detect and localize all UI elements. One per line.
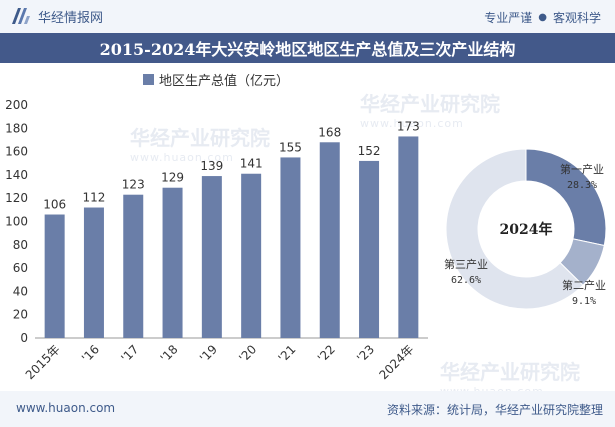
bar-value-label: 152 [358, 144, 381, 158]
bar [201, 176, 222, 338]
y-tick-label: 60 [13, 261, 28, 275]
y-tick-label: 120 [5, 191, 28, 205]
bar-value-label: 112 [82, 191, 105, 205]
bar-value-label: 173 [397, 119, 420, 133]
slogan-left: 专业严谨 [484, 11, 533, 25]
y-tick-label: 160 [5, 145, 28, 159]
donut-chart: 2024年 第一产业 28.3% 第二产业 9.1% 第三产业 62.6% [444, 148, 607, 310]
chart-area: 0 20 40 60 80 100 120 140 160 180 200 106 2015年 112 '1… [5, 98, 607, 382]
bar [123, 194, 144, 338]
bar-value-label: 123 [122, 178, 145, 192]
site-name: 华经情报网 [38, 10, 104, 26]
bar-value-label: 141 [240, 157, 263, 171]
footer-bar: www.huaon.com 资料来源：统计局，华经产业研究院整理 [0, 391, 615, 427]
x-tick-label: '18 [158, 342, 181, 365]
y-tick-label: 140 [5, 168, 28, 182]
donut-slice-value: 62.6% [451, 275, 481, 286]
donut-center-label: 2024年 [500, 221, 553, 238]
donut-slice-value: 9.1% [572, 296, 596, 307]
footer-url[interactable]: www.huaon.com [16, 401, 116, 415]
bar [44, 214, 65, 338]
footer-source: 资料来源：统计局，华经产业研究院整理 [386, 403, 603, 417]
legend-swatch [143, 74, 154, 85]
x-tick-label: '17 [118, 342, 141, 365]
legend-label: 地区生产总值（亿元） [159, 74, 290, 89]
slogan: 专业严谨 ● 客观科学 [484, 9, 601, 26]
bar [398, 136, 419, 338]
y-tick-label: 20 [13, 308, 28, 322]
y-tick-label: 80 [13, 238, 28, 252]
bar [359, 160, 380, 338]
header-bar: 华经情报网 专业严谨 ● 客观科学 [0, 0, 615, 33]
x-tick-label: '23 [354, 342, 377, 365]
logo[interactable]: 华经情报网 [10, 6, 103, 26]
title-bar: 2015-2024年大兴安岭地区地区生产总值及三次产业结构 [0, 33, 615, 63]
x-tick-label: '16 [79, 342, 102, 365]
huajing-logo-icon [12, 8, 30, 24]
bar-value-label: 155 [279, 140, 302, 154]
bar-chart: 0 20 40 60 80 100 120 140 160 180 200 106 2015年 112 '1… [5, 98, 428, 382]
x-tick-label: '22 [315, 342, 338, 365]
donut-slice [445, 148, 584, 310]
x-tick-label: '21 [276, 342, 299, 365]
y-tick-label: 180 [5, 121, 28, 135]
slogan-dot: ● [538, 12, 547, 23]
bar-value-label: 139 [200, 159, 223, 173]
bar-value-label: 129 [161, 171, 184, 185]
donut-slice [525, 148, 607, 247]
y-tick-label: 0 [20, 331, 28, 345]
donut-slice-name: 第三产业 [444, 257, 488, 271]
x-tick-label: '20 [236, 342, 259, 365]
chart-title: 2015-2024年大兴安岭地区地区生产总值及三次产业结构 [99, 40, 516, 59]
x-tick-label: '19 [197, 342, 220, 365]
bar [319, 142, 340, 338]
bar [241, 173, 262, 338]
bar-value-label: 106 [43, 198, 66, 212]
x-tick-label: 2015年 [23, 342, 63, 382]
y-tick-label: 200 [5, 98, 28, 112]
y-tick-label: 40 [13, 284, 28, 298]
x-tick-label: 2024年 [376, 342, 416, 382]
donut-slice-name: 第二产业 [562, 278, 606, 292]
donut-slice-name: 第一产业 [560, 162, 604, 176]
donut-slice-value: 28.3% [567, 180, 597, 191]
bar [162, 187, 183, 338]
y-tick-label: 100 [5, 215, 28, 229]
bar [280, 157, 301, 338]
bar-value-label: 168 [318, 125, 341, 139]
bar [83, 207, 104, 338]
slogan-right: 客观科学 [552, 11, 601, 25]
bar-legend: 地区生产总值（亿元） [143, 70, 289, 89]
